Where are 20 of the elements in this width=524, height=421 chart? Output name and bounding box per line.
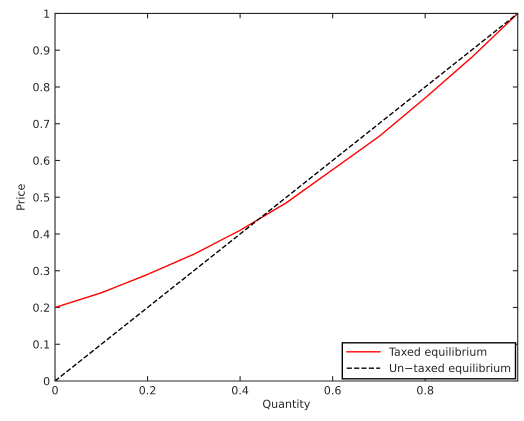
- y-tick-label: 0.7: [33, 120, 50, 128]
- y-tick-label: 0.4: [33, 230, 50, 238]
- y-tick-label: 0.6: [33, 156, 50, 165]
- y-tick-label: 0.8: [33, 82, 50, 92]
- y-tick-label: 1: [44, 10, 50, 18]
- y-tick-label: 0.9: [33, 46, 50, 55]
- legend-label: Un−taxed equilibrium: [390, 364, 510, 374]
- x-tick-label: 0: [52, 386, 58, 394]
- x-tick-label: 0.8: [417, 386, 434, 394]
- x-tick-label: 0.6: [324, 386, 341, 394]
- y-tick-label: 0: [44, 376, 50, 386]
- x-tick-label: 0.4: [232, 386, 248, 394]
- y-tick-label: 0.1: [33, 340, 50, 349]
- legend-label: Taxed equilibrium: [388, 347, 486, 358]
- x-axis-title: Quantity: [262, 399, 310, 410]
- y-tick-label: 0.2: [33, 303, 50, 312]
- y-axis-title: Price: [16, 184, 25, 210]
- y-tick-label: 0.5: [33, 193, 50, 202]
- x-tick-label: 0.2: [139, 386, 156, 394]
- y-tick-label: 0.3: [33, 266, 50, 276]
